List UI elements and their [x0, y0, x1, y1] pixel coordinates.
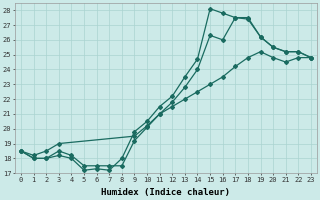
X-axis label: Humidex (Indice chaleur): Humidex (Indice chaleur)	[101, 188, 230, 197]
